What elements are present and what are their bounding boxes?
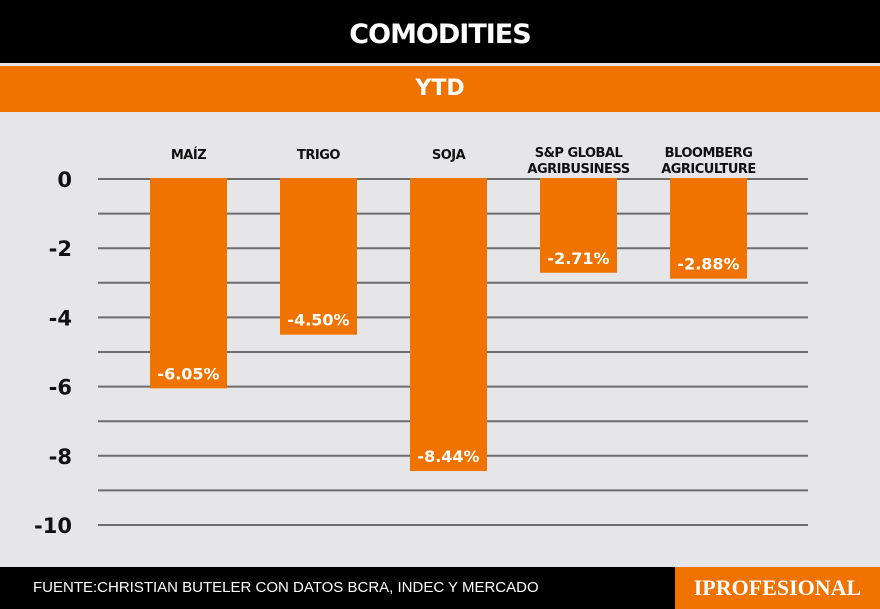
bar [540, 178, 617, 273]
category-label: BLOOMBERG [665, 146, 753, 161]
category-label: MAÍZ [171, 147, 206, 163]
category-label: AGRICULTURE [661, 162, 756, 177]
footer: FUENTE:CHRISTIAN BUTELER CON DATOS BCRA,… [0, 567, 880, 609]
y-tick-label: -2 [49, 237, 72, 261]
bar [150, 178, 227, 389]
data-label: -6.05% [157, 364, 219, 383]
data-label: -2.88% [677, 255, 739, 274]
y-tick-label: 0 [57, 168, 72, 192]
chart-subtitle: YTD [0, 66, 880, 112]
bar [670, 178, 747, 279]
data-label: -8.44% [417, 447, 479, 466]
category-label: TRIGO [297, 148, 340, 163]
brand-logo: IPROFESIONAL [675, 567, 880, 609]
source-note: FUENTE:CHRISTIAN BUTELER CON DATOS BCRA,… [33, 579, 539, 596]
bar [410, 178, 487, 472]
y-tick-label: -6 [49, 376, 72, 400]
category-label: S&P GLOBAL [535, 146, 623, 161]
data-label: -2.71% [547, 249, 609, 268]
y-tick-label: -4 [49, 306, 72, 330]
bar [280, 178, 357, 335]
data-label: -4.50% [287, 311, 349, 330]
category-label: AGRIBUSINESS [527, 162, 629, 177]
y-tick-label: -8 [49, 445, 72, 469]
category-label: SOJA [432, 148, 466, 163]
y-tick-label: -10 [34, 514, 72, 538]
chart-title: COMODITIES [0, 0, 880, 63]
